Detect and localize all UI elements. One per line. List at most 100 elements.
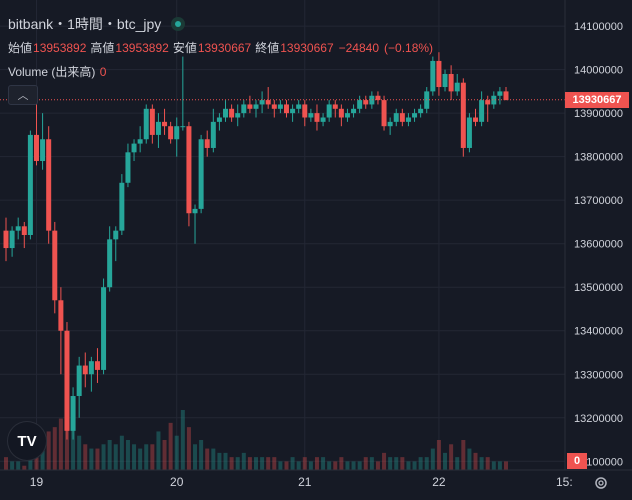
candle — [82, 352, 88, 388]
volume-bar — [16, 461, 21, 470]
price-tick-label: 14100000 — [574, 21, 623, 33]
candle-body — [357, 100, 363, 109]
candle-body — [210, 121, 216, 148]
candle — [21, 221, 27, 249]
candle-body — [412, 113, 418, 118]
volume-bar — [290, 457, 295, 470]
candle-body — [137, 139, 143, 144]
tradingview-logo[interactable]: TV — [8, 422, 46, 460]
volume-legend[interactable]: Volume (出来高) 0 — [8, 63, 110, 80]
candle-body — [247, 104, 253, 109]
volume-bar — [351, 461, 356, 470]
candle — [479, 91, 485, 127]
price-tick-label: 13500000 — [574, 282, 623, 294]
candle-body — [107, 239, 113, 288]
candle — [27, 130, 33, 240]
live-status-icon — [171, 17, 186, 31]
volume-bar — [491, 461, 496, 470]
candle-body — [88, 361, 94, 375]
candle-body — [82, 365, 88, 375]
logo-text: TV — [17, 432, 37, 450]
candle-body — [186, 126, 192, 214]
candle-body — [491, 95, 497, 105]
volume-bar — [125, 440, 130, 470]
candle — [375, 91, 381, 105]
candle-body — [131, 143, 137, 153]
candle-body — [387, 121, 393, 127]
candle — [33, 104, 39, 166]
volume-bar — [101, 444, 106, 470]
candle-body — [76, 365, 82, 397]
volume-bar — [430, 448, 435, 470]
candle-body — [94, 361, 100, 370]
price-tick-label: 14000000 — [574, 65, 623, 77]
gear-icon — [595, 477, 607, 489]
candle — [119, 174, 125, 235]
candle-body — [436, 60, 442, 88]
volume-bar — [138, 448, 143, 470]
volume-bar — [272, 457, 277, 470]
candle — [180, 56, 186, 131]
candle — [58, 287, 64, 375]
candle — [442, 69, 448, 92]
candle — [143, 104, 149, 144]
volume-bar — [168, 422, 173, 470]
candle — [107, 226, 113, 292]
candle — [412, 108, 418, 122]
candle — [46, 126, 52, 244]
candle-body — [296, 104, 302, 109]
volume-bar — [485, 457, 490, 470]
volume-bar — [199, 440, 204, 470]
candle — [186, 121, 192, 227]
volume-bar — [46, 431, 51, 470]
symbol-title[interactable]: bitbank・1時間・btc_jpy — [8, 14, 186, 34]
volume-bar — [235, 457, 240, 470]
candle-body — [320, 117, 326, 122]
candle — [265, 87, 271, 109]
candle-body — [448, 73, 454, 92]
low-label: 安値 — [172, 41, 197, 55]
volume-bar — [119, 435, 124, 470]
candle — [94, 348, 100, 383]
close-value: 13930667 — [280, 41, 334, 55]
volume-bar — [229, 457, 234, 470]
collapse-legend-button[interactable]: ︿ — [8, 85, 38, 105]
candle-body — [454, 82, 460, 92]
volume-bar — [504, 461, 508, 470]
volume-bar — [321, 457, 326, 470]
candle — [320, 113, 326, 127]
volume-bar — [479, 457, 484, 470]
candle — [137, 126, 143, 153]
candle — [283, 100, 289, 118]
volume-bar — [333, 461, 338, 470]
candle-body — [235, 113, 241, 118]
candle — [70, 387, 76, 440]
volume-bar — [77, 435, 82, 470]
volume-bars — [4, 410, 508, 470]
candle — [387, 117, 393, 135]
volume-bar — [174, 435, 179, 470]
candle — [393, 108, 399, 127]
volume-bar — [217, 452, 222, 470]
volume-bar — [113, 444, 118, 470]
volume-bar — [162, 440, 167, 470]
volume-bar — [284, 461, 289, 470]
candle-body — [113, 230, 119, 240]
candle — [332, 100, 338, 118]
candle-body — [503, 91, 509, 101]
candle — [88, 356, 94, 392]
volume-bar — [71, 422, 76, 470]
candle-body — [3, 230, 9, 249]
candle — [64, 322, 70, 440]
low-value: 13930667 — [197, 41, 252, 55]
candle — [308, 108, 314, 122]
volume-bar — [64, 410, 69, 470]
volume-bar — [345, 461, 350, 470]
candle — [40, 113, 46, 170]
volume-bar — [467, 448, 472, 470]
volume-bar — [424, 457, 429, 470]
volume-bar — [382, 452, 387, 470]
settings-button[interactable] — [590, 473, 612, 493]
